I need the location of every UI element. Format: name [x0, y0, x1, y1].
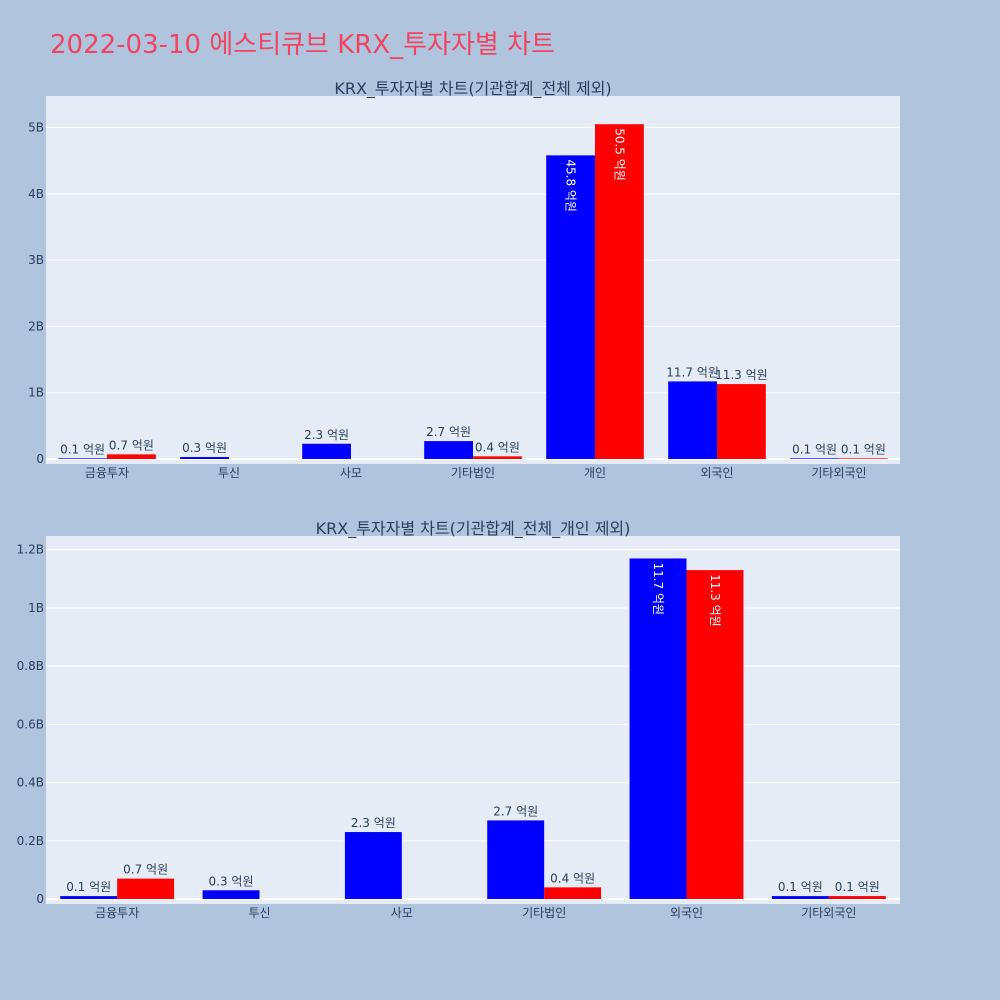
data-label: 0.1 억원 [66, 880, 111, 894]
bar-sell [717, 384, 766, 459]
y-tick-label: 4B [28, 187, 44, 201]
data-label: 45.8 억원 [564, 159, 578, 212]
chart-bottom: 0 0.2B 0.4B 0.6B 0.8B 1B 1.2B KRX_투자자별 차트(기관합계_… [17, 519, 900, 920]
y-tick-label: 0 [36, 892, 44, 906]
data-label: 2.3 억원 [304, 428, 349, 442]
x-tick-label: 기타법인 [522, 906, 566, 920]
data-label: 0.7 억원 [123, 863, 168, 877]
bar-sell [686, 570, 744, 899]
y-tick-label: 3B [28, 253, 44, 267]
bar-sell [544, 887, 602, 899]
x-tick-label: 외국인 [670, 906, 703, 920]
bar-buy [487, 820, 545, 899]
data-label: 0.7 억원 [109, 438, 154, 452]
bar-buy [424, 441, 473, 459]
x-tick-label: 사모 [391, 906, 413, 920]
chart-top: 0 1B 2B 3B 4B 5B KRX_투자자별 차트(기관합계_전체 제외) 금융투자 0.… [28, 79, 900, 480]
bar-buy [202, 890, 260, 899]
page-title: 2022-03-10 에스티큐브 KRX_투자자별 차트 [50, 30, 555, 60]
x-tick-label: 기타외국인 [811, 466, 866, 480]
x-tick-label: 투신 [218, 466, 240, 480]
y-tick-label: 1B [28, 386, 44, 400]
x-tick-label: 기타외국인 [801, 906, 856, 920]
y-tick-label: 0.8B [17, 659, 44, 673]
bar-buy [180, 457, 229, 459]
x-tick-label: 기타법인 [451, 466, 495, 480]
data-label: 0.4 억원 [550, 871, 595, 885]
data-label: 2.7 억원 [493, 804, 538, 818]
data-label: 0.1 억원 [792, 442, 837, 456]
x-tick-label: 금융투자 [85, 466, 129, 480]
data-label: 11.7 억원 [651, 562, 665, 615]
data-label: 0.4 억원 [475, 440, 520, 454]
y-tick-label: 0.2B [17, 834, 44, 848]
y-tick-label: 0 [36, 452, 44, 466]
bar-sell [595, 124, 644, 459]
data-label: 0.1 억원 [835, 880, 880, 894]
bar-sell [117, 878, 175, 899]
bar-buy [771, 896, 829, 899]
bar-sell [828, 896, 886, 899]
data-label: 2.3 억원 [351, 816, 396, 830]
data-label: 0.3 억원 [182, 441, 227, 455]
bar-sell [107, 454, 156, 459]
y-tick-label: 5B [28, 121, 44, 135]
x-tick-label: 개인 [584, 466, 606, 480]
data-label: 11.7 억원 [666, 365, 719, 379]
x-tick-label: 외국인 [700, 466, 733, 480]
chart-title: KRX_투자자별 차트(기관합계_전체_개인 제외) [316, 519, 631, 539]
bar-buy [546, 155, 595, 459]
data-label: 2.7 억원 [426, 425, 471, 439]
bar-buy [668, 381, 717, 459]
x-tick-label: 금융투자 [95, 906, 139, 920]
data-label: 0.3 억원 [209, 874, 254, 888]
y-tick-label: 1.2B [17, 543, 44, 557]
bar-buy [629, 558, 687, 899]
bar-buy [790, 458, 839, 459]
bar-buy [344, 832, 402, 899]
chart-title: KRX_투자자별 차트(기관합계_전체 제외) [334, 79, 611, 99]
bar-sell [839, 458, 888, 459]
bar-sell [473, 456, 522, 459]
bar-buy [60, 896, 118, 899]
x-tick-label: 투신 [248, 906, 270, 920]
bar-buy [58, 458, 107, 459]
x-tick-label: 사모 [340, 466, 362, 480]
plot-area [46, 536, 900, 904]
y-tick-label: 2B [28, 319, 44, 333]
y-tick-label: 1B [28, 601, 44, 615]
y-tick-label: 0.6B [17, 717, 44, 731]
data-label: 50.5 억원 [612, 128, 626, 181]
data-label: 0.1 억원 [841, 442, 886, 456]
plot-area [46, 96, 900, 464]
data-label: 0.1 억원 [60, 442, 105, 456]
data-label: 0.1 억원 [778, 880, 823, 894]
bar-buy [302, 443, 351, 459]
data-label: 11.3 억원 [715, 368, 768, 382]
data-label: 11.3 억원 [708, 574, 722, 627]
y-tick-label: 0.4B [17, 776, 44, 790]
